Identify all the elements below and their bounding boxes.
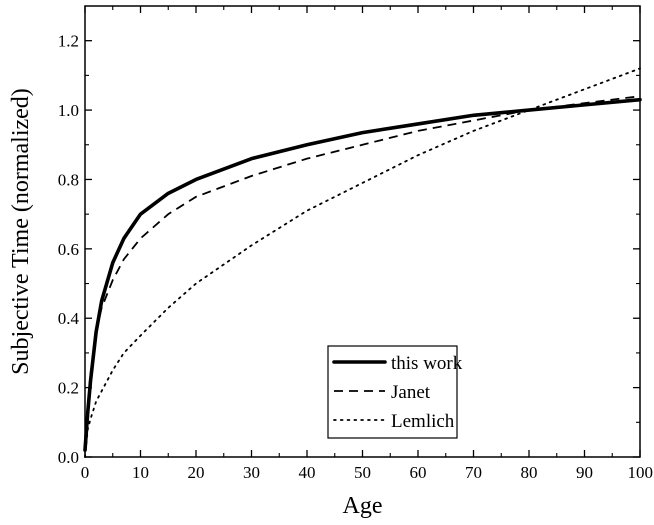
y-tick-label: 1.2 — [58, 32, 79, 51]
x-tick-label: 80 — [521, 463, 538, 482]
x-tick-label: 100 — [628, 463, 654, 482]
x-axis-title: Age — [343, 493, 383, 519]
legend-label: Janet — [391, 382, 431, 403]
y-tick-label: 0.6 — [58, 240, 79, 259]
x-tick-label: 90 — [576, 463, 593, 482]
legend: this work Janet Lemlich — [327, 345, 463, 439]
x-tick-label: 50 — [354, 463, 371, 482]
x-tick-label: 70 — [465, 463, 482, 482]
x-tick-label: 10 — [132, 463, 149, 482]
y-tick-label: 0.8 — [58, 170, 79, 189]
y-tick-label: 0.4 — [58, 309, 80, 328]
y-axis: 0.0 0.2 0.4 0.6 0.8 1.0 1.2 — [58, 32, 640, 467]
x-tick-label: 60 — [410, 463, 427, 482]
series-layer — [83, 67, 642, 458]
y-tick-label: 1.0 — [58, 101, 79, 120]
x-tick-label: 0 — [81, 463, 90, 482]
y-tick-label: 0.2 — [58, 379, 79, 398]
legend-label: Lemlich — [391, 411, 455, 432]
legend-label: this work — [391, 353, 463, 374]
x-axis: 0 10 20 30 40 50 60 70 80 90 100 — [81, 6, 653, 482]
x-tick-label: 40 — [299, 463, 316, 482]
x-tick-label: 20 — [188, 463, 205, 482]
series-line-janet — [84, 95, 641, 451]
y-axis-title: Subjective Time (normalized) — [8, 88, 34, 375]
y-tick-label: 0.0 — [58, 448, 79, 467]
x-tick-label: 30 — [243, 463, 260, 482]
series-line-lemlich — [84, 67, 641, 458]
